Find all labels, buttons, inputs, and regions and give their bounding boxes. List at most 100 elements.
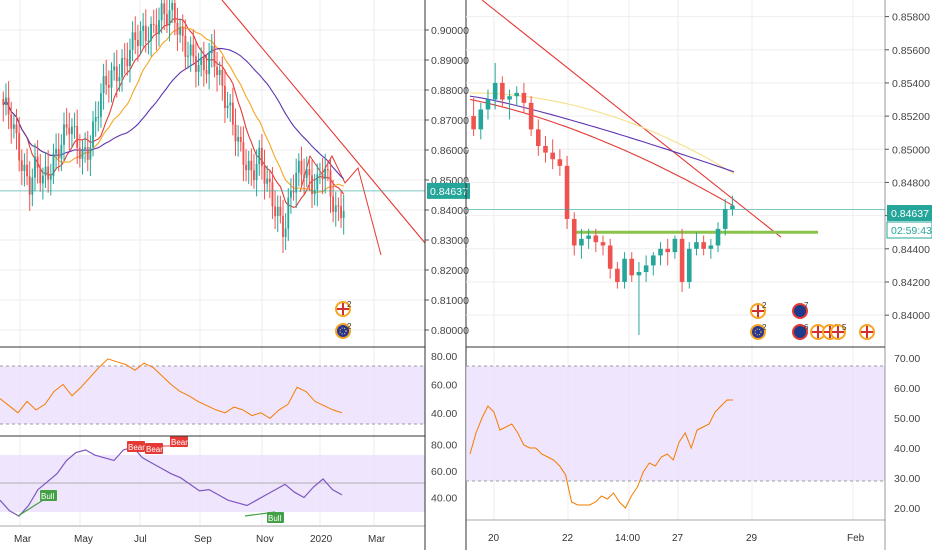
rsi-tick-label: 40.00 [431,408,457,420]
price-tick-label: 0.84400 [892,244,930,256]
candle-body [686,248,692,282]
candle-body [202,57,205,71]
flag-gb-icon[interactable] [859,324,875,340]
candle-body [15,124,18,134]
candle-body [39,167,42,184]
candle-body [163,3,166,15]
candle-body [282,215,284,237]
candle-body [564,165,570,219]
rsi-tick-label: 30.00 [894,473,920,485]
candle-body [155,24,158,35]
right-event-icons[interactable]: 2 2 7 6 3 5 [750,301,875,340]
candle-body [586,235,591,239]
rsi-tick-label: 70.00 [894,353,920,365]
time-tick-label: 27 [672,533,684,544]
candle-body [34,156,36,178]
candle-body [300,160,303,175]
left-event-icons[interactable]: 2 2 [335,300,352,339]
candle-body [636,272,642,276]
candle-body [147,40,150,42]
price-tick-label: 0.83000 [431,235,469,247]
trendline[interactable] [481,0,782,238]
candle-body [514,92,520,97]
flag-eu-icon[interactable]: 2 [335,322,352,339]
candle-body [287,197,290,229]
flag-gb-icon[interactable]: 5 [830,323,847,340]
time-tick-label: 20 [488,533,500,544]
left-trendlines [221,0,426,256]
candle-body [131,32,134,50]
right-price-panel[interactable] [466,0,885,520]
left-oscillator-panel[interactable] [0,445,425,517]
price-tick-label: 0.84200 [892,277,930,289]
candle-body [507,96,512,100]
candle-body [144,25,147,41]
candle-body [263,166,266,184]
right-time-axis[interactable]: 20 22 14:00 27 29 Feb [488,533,865,544]
candle-body [665,248,671,253]
price-tick-label: 0.85800 [892,12,930,24]
candle-body [134,32,137,41]
right-rsi-panel[interactable] [466,365,885,509]
candle-body [76,126,79,148]
bull-signal-label: Bull [267,512,284,523]
event-count: 6 [804,323,809,332]
bear-signal-label: Bear [145,443,163,454]
candle-body [279,206,282,216]
candle-body [289,191,292,198]
left-time-axis[interactable]: Mar May Jul Sep Nov 2020 Mar [14,534,386,545]
event-count: 5 [842,323,847,332]
flag-us-icon[interactable]: 6 [792,323,809,340]
candle-body [284,228,287,237]
candle-body [126,58,129,67]
candle-body [600,242,606,246]
candle-body [571,218,577,246]
time-tick-label: Mar [368,534,386,545]
candle-body [139,30,142,46]
candle-body [197,65,200,72]
left-rsi-line [0,358,343,420]
flag-gb-icon[interactable]: 2 [750,301,767,319]
price-tick-label: 0.84800 [892,177,930,189]
price-tick-label: 0.84000 [892,310,930,322]
flag-us-icon[interactable]: 7 [792,301,809,319]
candle-body [622,258,627,282]
candle-body [324,168,327,180]
candle-body [276,206,279,217]
candle-body [485,99,491,110]
event-count: 7 [804,301,809,310]
candle-body [271,182,274,207]
candle-body [73,126,76,128]
candle-body [658,248,663,256]
left-rsi-panel[interactable] [0,358,425,425]
candle-body [250,160,253,171]
candle-body [255,163,258,181]
candle-body [708,245,714,249]
bull-signal-label: Bull [40,490,57,501]
candle-body [31,177,34,195]
candle-body [47,166,50,180]
candle-body [189,44,192,56]
oscillator-tick-label: 60.00 [431,466,457,478]
candle-body [535,129,541,146]
candle-body [105,76,108,85]
price-tick-label: 0.85000 [892,144,930,156]
time-tick-label: Feb [847,533,865,544]
flag-eu-icon[interactable]: 2 [750,323,767,340]
candle-body [492,82,498,100]
candle-body [311,175,313,195]
pattern-lines[interactable] [299,154,382,256]
candle-body [316,174,319,190]
event-count: 2 [762,301,767,310]
candle-body [242,142,245,165]
candle-body [168,10,171,26]
candle-body [107,84,110,88]
candle-body [224,85,226,109]
candle-body [102,76,105,94]
left-candles [2,0,345,253]
price-tick-label: 0.81000 [431,295,469,307]
left-price-panel[interactable] [0,0,426,526]
candle-body [63,124,65,145]
trendline[interactable] [221,0,426,244]
flag-gb-icon[interactable]: 2 [335,300,352,317]
